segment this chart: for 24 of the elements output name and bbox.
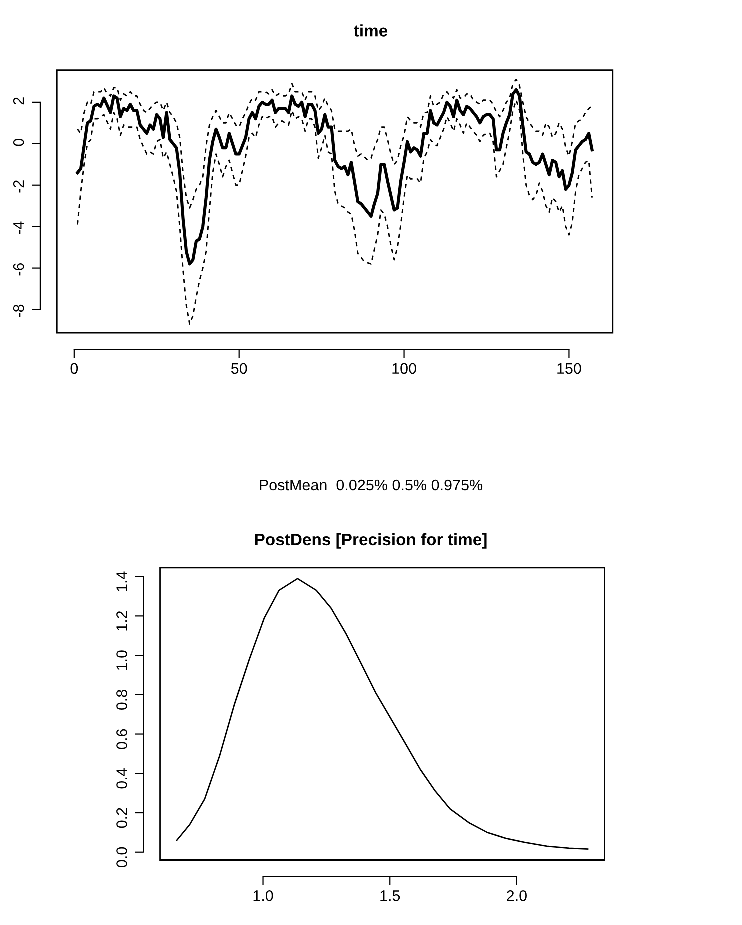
y-tick-label: 0.0 (116, 847, 128, 868)
y-tick-label: -8 (13, 304, 24, 318)
x-tick-label: 50 (231, 363, 248, 374)
x-tick-label: 100 (392, 363, 416, 374)
chart-title: PostDens [Precision for time] (255, 533, 487, 549)
y-tick-label: 0.4 (116, 768, 128, 789)
y-tick-label: 2 (13, 98, 24, 105)
x-tick-label: 1.5 (380, 890, 400, 902)
x-tick-label: 0 (70, 363, 78, 374)
y-tick-label: 0 (13, 138, 24, 146)
x-tick-label: 150 (558, 363, 582, 374)
y-tick-label: -4 (14, 222, 24, 234)
x-tick-label: 1.0 (254, 890, 274, 902)
chart-title: time (354, 24, 388, 37)
y-tick-label: 1.4 (116, 572, 128, 592)
x-tick-label: 2.0 (507, 890, 527, 902)
y-tick-label: 1.0 (116, 650, 128, 670)
y-tick-label: 0.2 (116, 808, 128, 828)
y-tick-label: 0.8 (116, 690, 128, 710)
y-tick-label: 1.2 (116, 611, 128, 631)
y-tick-label: -2 (13, 180, 24, 193)
y-tick-label: 0.6 (116, 729, 128, 750)
y-tick-label: -6 (13, 263, 24, 276)
text: PostMean 0.025% 0.5% 0.975% (260, 480, 483, 491)
